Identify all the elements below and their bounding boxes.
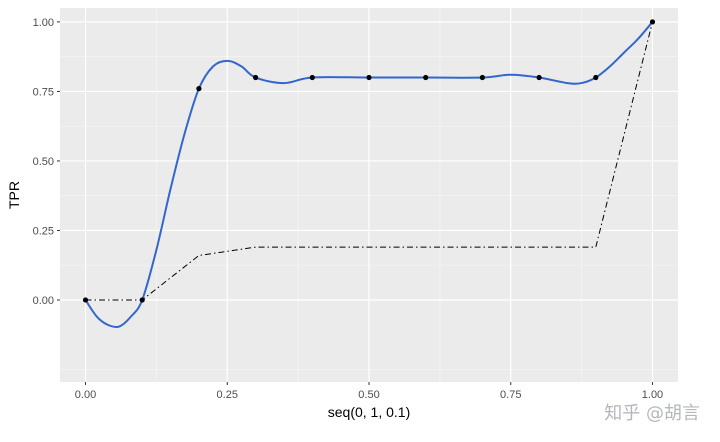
x-axis-title: seq(0, 1, 0.1) bbox=[328, 404, 411, 420]
series-line-dashdot bbox=[85, 21, 653, 301]
data-point bbox=[253, 74, 259, 81]
y-tick-label: 0.25 bbox=[33, 225, 54, 237]
y-tick-label: 0.50 bbox=[33, 156, 54, 168]
x-tick-label: 0.00 bbox=[75, 389, 96, 401]
data-point bbox=[423, 74, 429, 81]
series-layer bbox=[82, 19, 656, 328]
data-point bbox=[309, 74, 315, 81]
data-point bbox=[593, 74, 599, 81]
y-tick-label: 1.00 bbox=[33, 17, 54, 29]
y-axis-ticks: 0.00 0.25 0.50 0.75 1.00 bbox=[33, 17, 60, 307]
series-line-smooth bbox=[84, 21, 654, 328]
data-point bbox=[196, 86, 202, 92]
data-point bbox=[649, 19, 656, 25]
y-tick-label: 0.00 bbox=[33, 295, 54, 307]
data-point bbox=[536, 74, 542, 81]
y-tick-label: 0.75 bbox=[33, 86, 54, 98]
x-tick-label: 0.50 bbox=[358, 389, 379, 401]
data-point bbox=[82, 297, 89, 303]
x-tick-label: 0.25 bbox=[217, 389, 238, 401]
x-axis-ticks: 0.00 0.25 0.50 0.75 1.00 bbox=[75, 382, 663, 401]
data-point bbox=[139, 297, 145, 303]
x-tick-label: 1.00 bbox=[642, 389, 663, 401]
data-point bbox=[366, 74, 372, 81]
data-point bbox=[479, 74, 485, 81]
y-axis-title: TPR bbox=[6, 181, 22, 209]
grid-major bbox=[60, 8, 678, 382]
watermark: 知乎 @胡言 bbox=[604, 403, 700, 424]
x-tick-label: 0.75 bbox=[500, 389, 521, 401]
